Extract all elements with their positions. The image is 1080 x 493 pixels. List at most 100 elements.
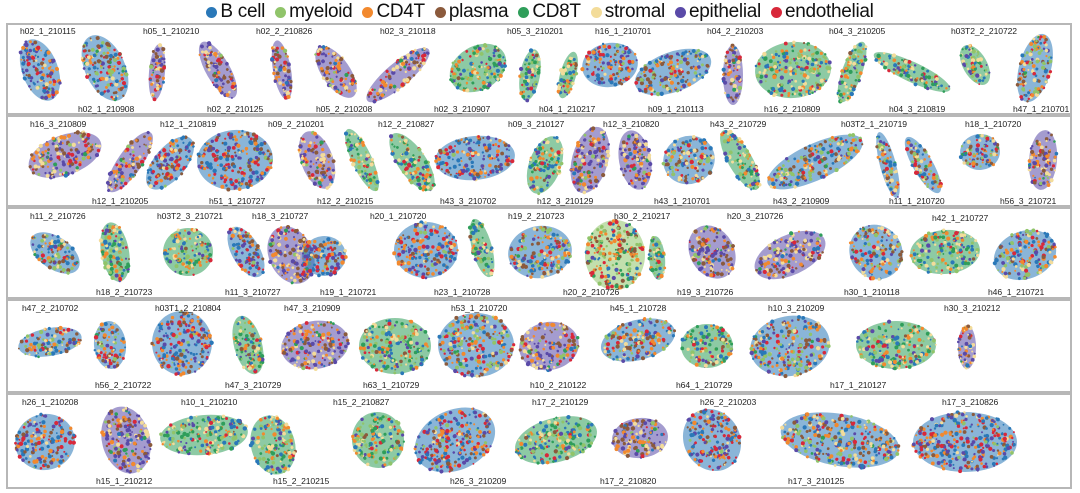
tissue-section [432,132,517,185]
cell-dot [200,243,203,246]
cell-dot [444,232,446,234]
tissue-section [95,220,134,285]
cell-dot [206,246,209,249]
cell-dot [392,251,396,255]
cell-dot [192,250,194,252]
cell-dot [429,229,433,233]
cell-dot [193,229,197,233]
tissue-section [957,132,1001,171]
cell-dot [175,236,177,238]
cell-dot [418,270,420,272]
cell-dot [171,234,175,238]
cell-dot [405,250,407,252]
cell-dot [736,90,738,92]
cell-dot [404,262,406,264]
cell-dot [185,271,188,274]
cell-dot [444,269,447,272]
tissue-section [614,127,658,192]
cell-dot [188,265,191,268]
cell-dot [403,244,406,247]
cell-dot [737,65,741,69]
cell-dot [199,264,202,267]
cell-dot [448,235,450,237]
cell-dot [413,228,417,232]
cell-dot [435,269,438,272]
cell-dot [734,68,736,70]
cell-dot [733,65,735,67]
cell-dot [401,250,405,254]
cell-dot [179,232,182,235]
cell-dot [425,235,428,238]
cell-dot [442,263,446,267]
cell-dot [204,250,207,253]
tissue-section [1009,30,1061,107]
cell-dot [427,253,430,256]
cell-dot [722,73,724,75]
cell-dot [429,232,433,236]
tissue-section [552,49,583,100]
cell-dot [201,254,204,257]
cell-dot [194,242,197,245]
cell-dot [735,55,738,58]
cell-dot [425,277,428,280]
cell-dot [201,257,203,259]
cell-dot [177,229,180,232]
cell-dot [411,271,414,274]
cell-dot [433,262,437,266]
cell-dot [736,77,740,81]
cell-dot [728,59,732,63]
cell-dot [411,245,414,248]
cell-dot [185,266,187,268]
cell-dot [169,260,172,263]
cell-dot [177,259,179,261]
tissue-section [869,45,954,100]
cell-dot [194,254,197,257]
cell-dot [419,264,423,268]
cell-dot [406,236,408,238]
cell-dot [420,238,422,240]
tissue-section [146,42,168,102]
cell-dot [452,236,455,239]
cell-dot [433,257,437,261]
tissue-section [70,27,139,109]
cell-dot [455,240,457,242]
cell-dot [727,72,731,76]
cell-dot [737,99,739,101]
tissue-outline [220,221,272,283]
cell-dot [725,62,727,64]
cell-dot [421,254,423,256]
cell-dot [732,51,736,55]
cell-dot [179,237,182,240]
cell-dot [728,65,731,68]
cell-dot [730,82,733,85]
cell-dot [422,245,426,249]
cell-dot [412,239,416,243]
cell-dot [199,241,201,243]
cell-dot [397,240,399,242]
cell-dot [732,46,734,48]
cell-dot [189,268,191,270]
tissue-outline [898,132,947,197]
tissue-section [291,126,344,195]
cell-dot [730,78,734,82]
cell-dot [722,77,726,81]
cell-dot [397,262,401,266]
tissue-section [440,34,516,104]
cell-dot [739,93,741,95]
cell-dot [415,232,419,236]
cell-dot [729,69,731,71]
cell-dot [431,260,433,262]
cell-dot [449,258,451,260]
cell-dot [206,258,208,260]
cell-dot [421,275,425,279]
cell-dot [190,245,193,248]
cell-dot [735,93,739,97]
cell-dot [723,81,727,85]
cell-dot [437,246,441,250]
tissue-outline [870,45,955,99]
tissue-section [392,220,459,279]
cell-dot [407,261,411,265]
cell-dot [735,49,737,51]
cell-dot [398,248,400,250]
cell-dot [206,243,209,246]
